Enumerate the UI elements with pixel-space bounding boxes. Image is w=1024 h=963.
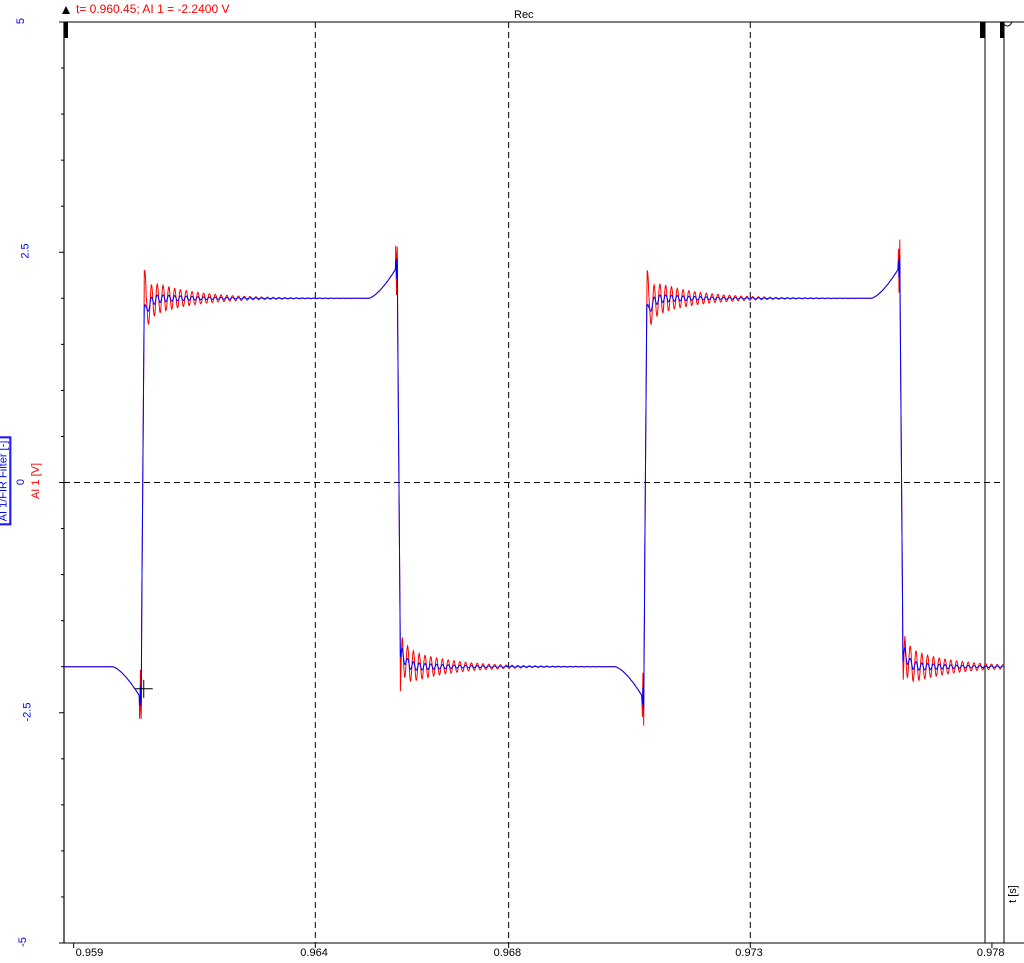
cursor-readout: t= 0.960.45; AI 1 = -2.2400 V [76, 2, 230, 16]
y-tick-label: 0 [15, 478, 28, 485]
left-scroll-marker[interactable] [64, 22, 68, 38]
grid [64, 22, 1004, 943]
right-marker-arc[interactable] [1001, 21, 1013, 27]
y-tick-label: -2.5 [21, 702, 34, 722]
y-axis-label-ai1: AI 1 [V] [30, 462, 43, 500]
x-tick-label: 0.978 [976, 947, 1005, 959]
far-right-scroll-marker[interactable] [1000, 22, 1004, 38]
scroll-markers[interactable] [62, 6, 1013, 38]
y-tick-label: -5 [16, 937, 29, 947]
tick-marks [59, 21, 993, 948]
left-marker-arrow[interactable] [62, 6, 70, 14]
chart-title: Rec [514, 9, 534, 21]
right-scroll-marker[interactable] [980, 22, 985, 38]
x-tick-label: 0.964 [300, 947, 328, 959]
series-layer [64, 239, 1005, 726]
y-tick-label: 5 [15, 17, 28, 25]
x-tick-label: 0.959 [75, 947, 104, 959]
series-line-fir-filter [64, 255, 1005, 710]
x-tick-label: 0.973 [735, 947, 763, 959]
y-tick-label: 2.5 [19, 243, 32, 259]
cursor-crosshair[interactable] [134, 679, 153, 698]
x-axis-label: t [s] [1006, 885, 1019, 903]
y-axis-label-filter[interactable]: AI 1/FIR Filter [-] [0, 437, 11, 525]
x-tick-label: 0.968 [493, 947, 522, 959]
